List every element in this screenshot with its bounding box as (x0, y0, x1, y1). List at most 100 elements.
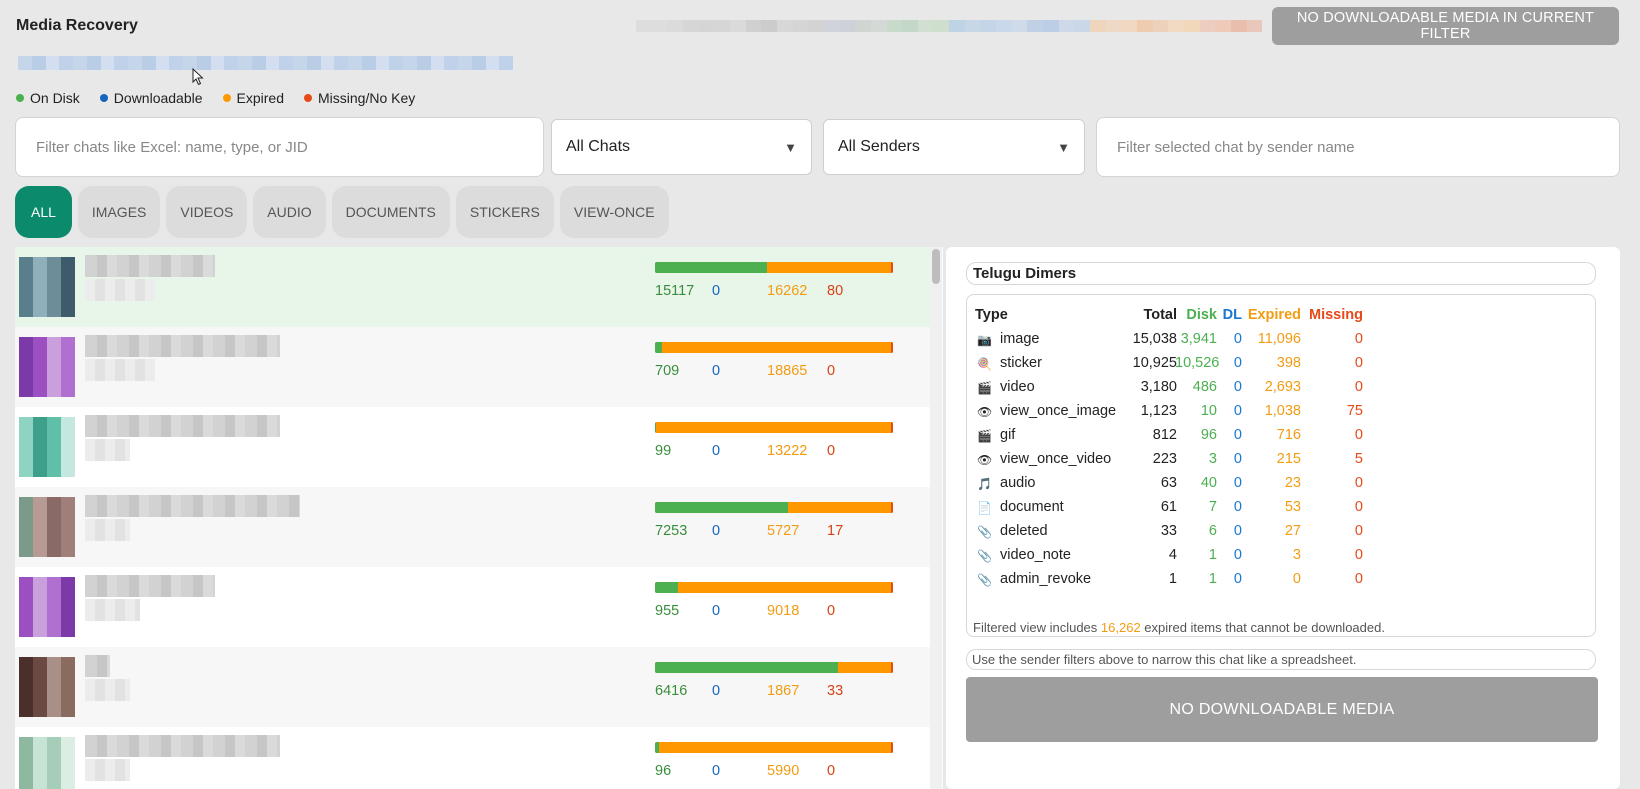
downloadable-count: 0 (712, 443, 721, 459)
missing-count: 0 (1354, 379, 1363, 395)
legend-label: Downloadable (113, 90, 203, 106)
disk-count: 7 (1208, 499, 1217, 515)
media-type: gif (1000, 427, 1016, 443)
filtered-view-note: Filtered view includes 16,262 expired it… (973, 620, 1385, 635)
status-dot-icon (304, 94, 312, 102)
missing-segment (891, 662, 893, 673)
header-disk: Disk (1186, 307, 1217, 323)
missing-count: 33 (827, 683, 844, 699)
media-summary-box: Type Total Disk DL Expired Missing 📷 image 15,03… (966, 294, 1596, 637)
legend-item: On Disk (16, 90, 80, 106)
total-count: 1 (1168, 571, 1177, 587)
missing-count: 0 (1354, 331, 1363, 347)
sender-select-value: All Senders (838, 138, 920, 155)
chat-row[interactable]: 709 0 18865 0 (15, 327, 931, 407)
chevron-down-icon: ▼ (1057, 139, 1070, 155)
tab-view-once[interactable]: VIEW-ONCE (559, 186, 669, 238)
app-title: Media Recovery (16, 17, 138, 34)
downloadable-count: 0 (1233, 499, 1242, 515)
on-disk-segment (655, 262, 767, 273)
missing-count: 0 (1354, 547, 1363, 563)
disk-count: 10 (1200, 403, 1217, 419)
download-filter-button[interactable]: NO DOWNLOADABLE MEDIA IN CURRENT FILTER (1272, 7, 1619, 45)
expired-count: 1867 (767, 683, 800, 699)
media-status-bar (655, 742, 893, 753)
media-status-bar (655, 342, 893, 353)
expired-count: 215 (1276, 451, 1301, 467)
sender-select[interactable]: All Senders ▼ (823, 119, 1085, 175)
disk-count: 6 (1208, 523, 1217, 539)
tab-audio[interactable]: AUDIO (253, 186, 326, 238)
avatar (19, 737, 75, 789)
downloadable-count: 0 (712, 603, 721, 619)
avatar (19, 337, 75, 397)
media-status-bar (655, 582, 893, 593)
chat-row[interactable]: 99 0 13222 0 (15, 407, 931, 487)
legend-label: On Disk (30, 90, 80, 106)
disk-count: 99 (655, 443, 672, 459)
disk-count: 96 (655, 763, 672, 779)
tab-all[interactable]: ALL (15, 186, 72, 238)
tab-stickers[interactable]: STICKERS (455, 186, 554, 238)
chat-row[interactable]: 6416 0 1867 33 (15, 647, 931, 727)
media-status-bar (655, 662, 893, 673)
media-type: sticker (1000, 355, 1042, 371)
chat-name-blurred (85, 575, 215, 621)
downloadable-count: 0 (1233, 451, 1242, 467)
chat-row[interactable]: 955 0 9018 0 (15, 567, 931, 647)
tab-videos[interactable]: VIDEOS (166, 186, 248, 238)
chat-select[interactable]: All Chats ▼ (551, 119, 812, 175)
total-count: 33 (1160, 523, 1177, 539)
total-count: 15,038 (1132, 331, 1177, 347)
total-count: 812 (1152, 427, 1177, 443)
chat-list-scrollbar[interactable] (930, 247, 942, 789)
chevron-down-icon: ▼ (784, 139, 797, 155)
downloadable-count: 0 (1233, 523, 1242, 539)
expired-count: 5727 (767, 523, 800, 539)
chat-row[interactable]: 7253 0 5727 17 (15, 487, 931, 567)
expired-count: 716 (1276, 427, 1301, 443)
chat-name-blurred (85, 335, 280, 381)
expired-count: 53 (1284, 499, 1301, 515)
total-count: 1,123 (1140, 403, 1177, 419)
missing-segment (891, 342, 893, 353)
clapperboard-icon: 🎬 (977, 381, 992, 395)
status-dot-icon (222, 94, 231, 102)
download-media-button[interactable]: NO DOWNLOADABLE MEDIA (966, 677, 1598, 742)
eye-icon: 👁 (977, 453, 993, 467)
on-disk-segment (655, 662, 839, 673)
avatar (19, 577, 75, 637)
expired-count: 13222 (767, 443, 808, 459)
chat-filter-input[interactable]: Filter chats like Excel: name, type, or … (15, 117, 544, 177)
downloadable-count: 0 (1233, 547, 1242, 563)
chat-row[interactable]: 96 0 5990 0 (15, 727, 931, 789)
expired-count: 23 (1284, 475, 1301, 491)
status-dot-icon (99, 94, 108, 102)
paperclip-icon: 📎 (977, 525, 992, 539)
chat-row[interactable]: 15117 0 16262 80 (15, 247, 931, 327)
missing-count: 75 (1346, 403, 1363, 419)
expired-segment (766, 262, 891, 273)
tab-images[interactable]: IMAGES (77, 186, 161, 238)
header-type: Type (975, 307, 1008, 323)
chat-name-blurred (85, 495, 300, 541)
missing-count: 5 (1354, 451, 1363, 467)
downloadable-count: 0 (1233, 331, 1242, 347)
media-type: audio (1000, 475, 1036, 491)
chat-select-value: All Chats (566, 138, 631, 155)
total-count: 223 (1152, 451, 1177, 467)
missing-segment (891, 582, 893, 593)
disk-count: 1 (1208, 571, 1217, 587)
expired-count: 16262 (767, 283, 808, 299)
status-dot-icon (16, 94, 24, 102)
disk-count: 955 (655, 603, 680, 619)
sender-filter-input[interactable]: Filter selected chat by sender name (1096, 117, 1620, 177)
avatar (19, 497, 75, 557)
expired-segment (788, 502, 891, 513)
scroll-thumb[interactable] (932, 249, 940, 284)
on-disk-segment (655, 582, 678, 593)
media-type-tabs: ALL IMAGES VIDEOS AUDIO DOCUMENTS STICKERS VIE… (15, 186, 669, 238)
eye-icon: 👁 (977, 405, 993, 419)
tab-documents[interactable]: DOCUMENTS (331, 186, 450, 238)
media-type: document (1000, 499, 1064, 515)
